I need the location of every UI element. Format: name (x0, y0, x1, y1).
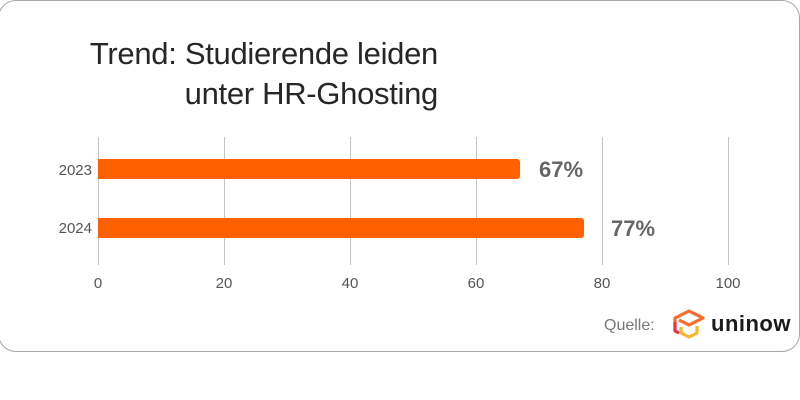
x-tick-60: 60 (467, 275, 485, 292)
gridline-40 (350, 137, 351, 265)
x-tick-0: 0 (93, 275, 103, 292)
x-tick-100: 100 (715, 275, 741, 292)
gridline-20 (224, 137, 225, 265)
uninow-logo-icon (673, 309, 705, 339)
brand-name: uninow (711, 311, 791, 336)
title-line-2: unter HR-Ghosting (184, 76, 439, 111)
category-label-2023: 2023 (58, 162, 92, 179)
x-tick-40: 40 (341, 275, 359, 292)
title-line-1: Trend: Studierende leiden (89, 36, 438, 71)
gridline-60 (476, 137, 477, 265)
bar-2024 (98, 218, 584, 238)
x-tick-20: 20 (215, 275, 233, 292)
gridline-0 (98, 137, 99, 265)
source-label: Quelle: (604, 317, 655, 334)
x-tick-80: 80 (593, 275, 611, 292)
value-label-2024: 77% (611, 216, 656, 241)
bar-2023 (98, 159, 520, 179)
value-label-2023: 67% (539, 157, 584, 182)
plot-area: 67% 77% (98, 137, 730, 265)
category-label-2024: 2024 (58, 220, 92, 237)
gridline-100 (728, 137, 729, 265)
gridline-80 (602, 137, 603, 265)
chart-title: Trend: Studierende leiden unter HR-Ghost… (38, 34, 438, 114)
